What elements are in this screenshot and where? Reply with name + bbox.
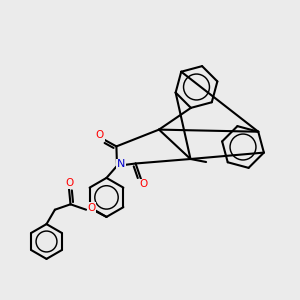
Text: O: O [65, 178, 73, 188]
Text: N: N [117, 159, 125, 170]
Text: O: O [139, 179, 148, 190]
Text: O: O [87, 203, 96, 213]
Text: O: O [96, 130, 104, 140]
